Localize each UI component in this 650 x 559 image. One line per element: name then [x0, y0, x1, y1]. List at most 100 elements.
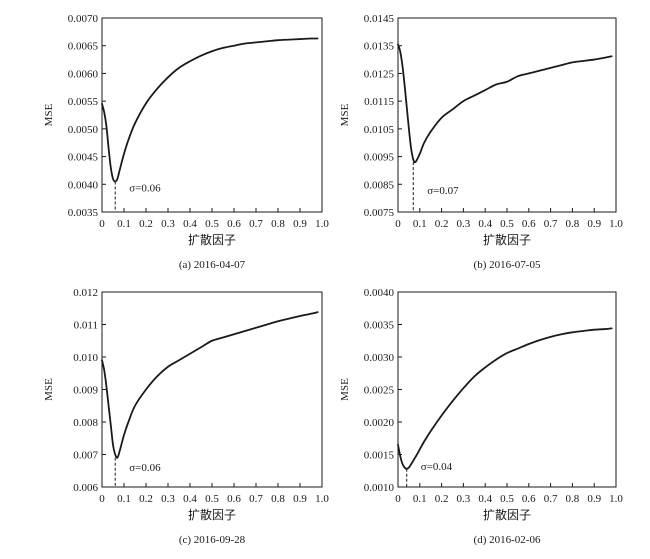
y-tick-label: 0.0060 [68, 68, 99, 80]
x-axis-label: 扩散因子 [188, 507, 236, 522]
x-tick-label: 0.9 [293, 493, 307, 505]
y-tick-label: 0.0035 [68, 207, 99, 219]
x-tick-label: 0.4 [183, 493, 197, 505]
x-tick-label: 0.9 [587, 493, 601, 505]
y-tick-label: 0.0095 [364, 152, 395, 164]
x-tick-label: 0.2 [435, 493, 449, 505]
y-tick-label: 0.0050 [68, 124, 99, 136]
x-tick-label: 0.3 [161, 493, 175, 505]
y-tick-label: 0.0040 [364, 287, 395, 299]
mse-curve [101, 311, 319, 459]
y-tick-label: 0.008 [73, 417, 98, 429]
minimum-annotation: σ=0.06 [129, 462, 161, 474]
y-axis-label: MSE [43, 378, 55, 401]
x-tick-label: 1.0 [609, 218, 623, 230]
y-tick-label: 0.0145 [364, 13, 395, 25]
x-tick-label: 0.8 [566, 493, 580, 505]
x-tick-label: 0 [395, 218, 401, 230]
y-tick-label: 0.0105 [364, 124, 395, 136]
minimum-annotation: σ=0.04 [421, 461, 453, 473]
y-tick-label: 0.0075 [364, 207, 395, 219]
y-tick-label: 0.0055 [68, 96, 99, 108]
x-tick-label: 1.0 [315, 218, 329, 230]
x-tick-label: 0 [99, 493, 105, 505]
x-tick-label: 0.7 [249, 218, 263, 230]
y-tick-label: 0.0070 [68, 13, 99, 25]
x-tick-label: 0.1 [117, 218, 131, 230]
x-tick-label: 0.6 [522, 218, 536, 230]
y-tick-label: 0.012 [73, 287, 98, 299]
minimum-annotation: σ=0.07 [427, 185, 459, 197]
x-axis-label: 扩散因子 [483, 507, 531, 522]
mse-curve [101, 37, 319, 183]
x-tick-label: 0.4 [183, 218, 197, 230]
x-tick-label: 0.8 [271, 218, 285, 230]
mse-curve [397, 327, 613, 470]
y-tick-label: 0.009 [73, 385, 98, 397]
x-tick-label: 0.8 [566, 218, 580, 230]
panel-d: 0 0.1 0.2 0.3 0.4 0.5 0.6 0.7 0.8 0.9 1.0 0.0010 0.0… [339, 287, 623, 546]
y-tick-label: 0.0125 [364, 68, 395, 80]
y-tick-label: 0.011 [74, 320, 98, 332]
x-tick-label: 0.2 [435, 218, 449, 230]
x-tick-label: 0.1 [117, 493, 131, 505]
x-tick-label: 0 [99, 218, 105, 230]
x-tick-label: 0.1 [413, 493, 427, 505]
y-tick-label: 0.0015 [364, 450, 395, 462]
y-axis-label: MSE [339, 378, 351, 401]
x-tick-label: 0.3 [457, 493, 471, 505]
x-tick-label: 0.9 [587, 218, 601, 230]
panel-caption: (a) 2016-04-07 [179, 259, 246, 271]
x-tick-label: 0.5 [205, 493, 219, 505]
x-tick-label: 0.7 [544, 218, 558, 230]
x-tick-label: 0.5 [500, 493, 514, 505]
y-axis-label: MSE [43, 103, 55, 126]
panel-c: 0 0.1 0.2 0.3 0.4 0.5 0.6 0.7 0.8 0.9 1.0 0.006 0.00… [43, 287, 329, 546]
plot-frame [101, 291, 323, 488]
y-tick-label: 0.0115 [364, 96, 394, 108]
panel-caption: (d) 2016-02-06 [474, 534, 541, 546]
x-tick-label: 1.0 [609, 493, 623, 505]
x-tick-label: 0.1 [413, 218, 427, 230]
mse-curve [397, 43, 613, 164]
x-tick-label: 0.2 [139, 493, 153, 505]
x-tick-label: 0.7 [544, 493, 558, 505]
plot-frame [397, 291, 617, 488]
x-tick-label: 0.7 [249, 493, 263, 505]
y-tick-label: 0.0040 [68, 179, 99, 191]
x-tick-label: 0.6 [227, 493, 241, 505]
x-tick-label: 0.8 [271, 493, 285, 505]
plot-frame [397, 17, 617, 213]
x-tick-label: 0.6 [522, 493, 536, 505]
y-tick-label: 0.0135 [364, 41, 395, 53]
y-tick-label: 0.0085 [364, 179, 395, 191]
y-tick-label: 0.007 [73, 450, 98, 462]
x-tick-label: 0 [395, 493, 401, 505]
y-tick-label: 0.0020 [364, 417, 395, 429]
x-tick-label: 0.2 [139, 218, 153, 230]
y-axis-label: MSE [339, 103, 351, 126]
panel-caption: (c) 2016-09-28 [179, 534, 246, 546]
panel-a: 0 0.1 0.2 0.3 0.4 0.5 0.6 0.7 0.8 0.9 1.0 0.0035 0.0… [43, 13, 329, 271]
y-tick-label: 0.0065 [68, 41, 99, 53]
x-tick-label: 0.4 [478, 493, 492, 505]
y-tick-label: 0.010 [73, 352, 98, 364]
minimum-annotation: σ=0.06 [129, 183, 161, 195]
y-tick-label: 0.0035 [364, 320, 395, 332]
panel-caption: (b) 2016-07-05 [474, 259, 541, 271]
x-axis-label: 扩散因子 [188, 232, 236, 247]
y-tick-label: 0.006 [73, 482, 98, 494]
x-tick-label: 0.4 [478, 218, 492, 230]
y-tick-label: 0.0025 [364, 385, 395, 397]
x-tick-label: 0.9 [293, 218, 307, 230]
x-tick-label: 0.5 [500, 218, 514, 230]
y-tick-label: 0.0010 [364, 482, 395, 494]
x-tick-label: 1.0 [315, 493, 329, 505]
y-tick-label: 0.0045 [68, 152, 99, 164]
x-tick-label: 0.3 [457, 218, 471, 230]
x-tick-label: 0.6 [227, 218, 241, 230]
y-tick-label: 0.0030 [364, 352, 395, 364]
x-axis-label: 扩散因子 [483, 232, 531, 247]
x-tick-label: 0.3 [161, 218, 175, 230]
